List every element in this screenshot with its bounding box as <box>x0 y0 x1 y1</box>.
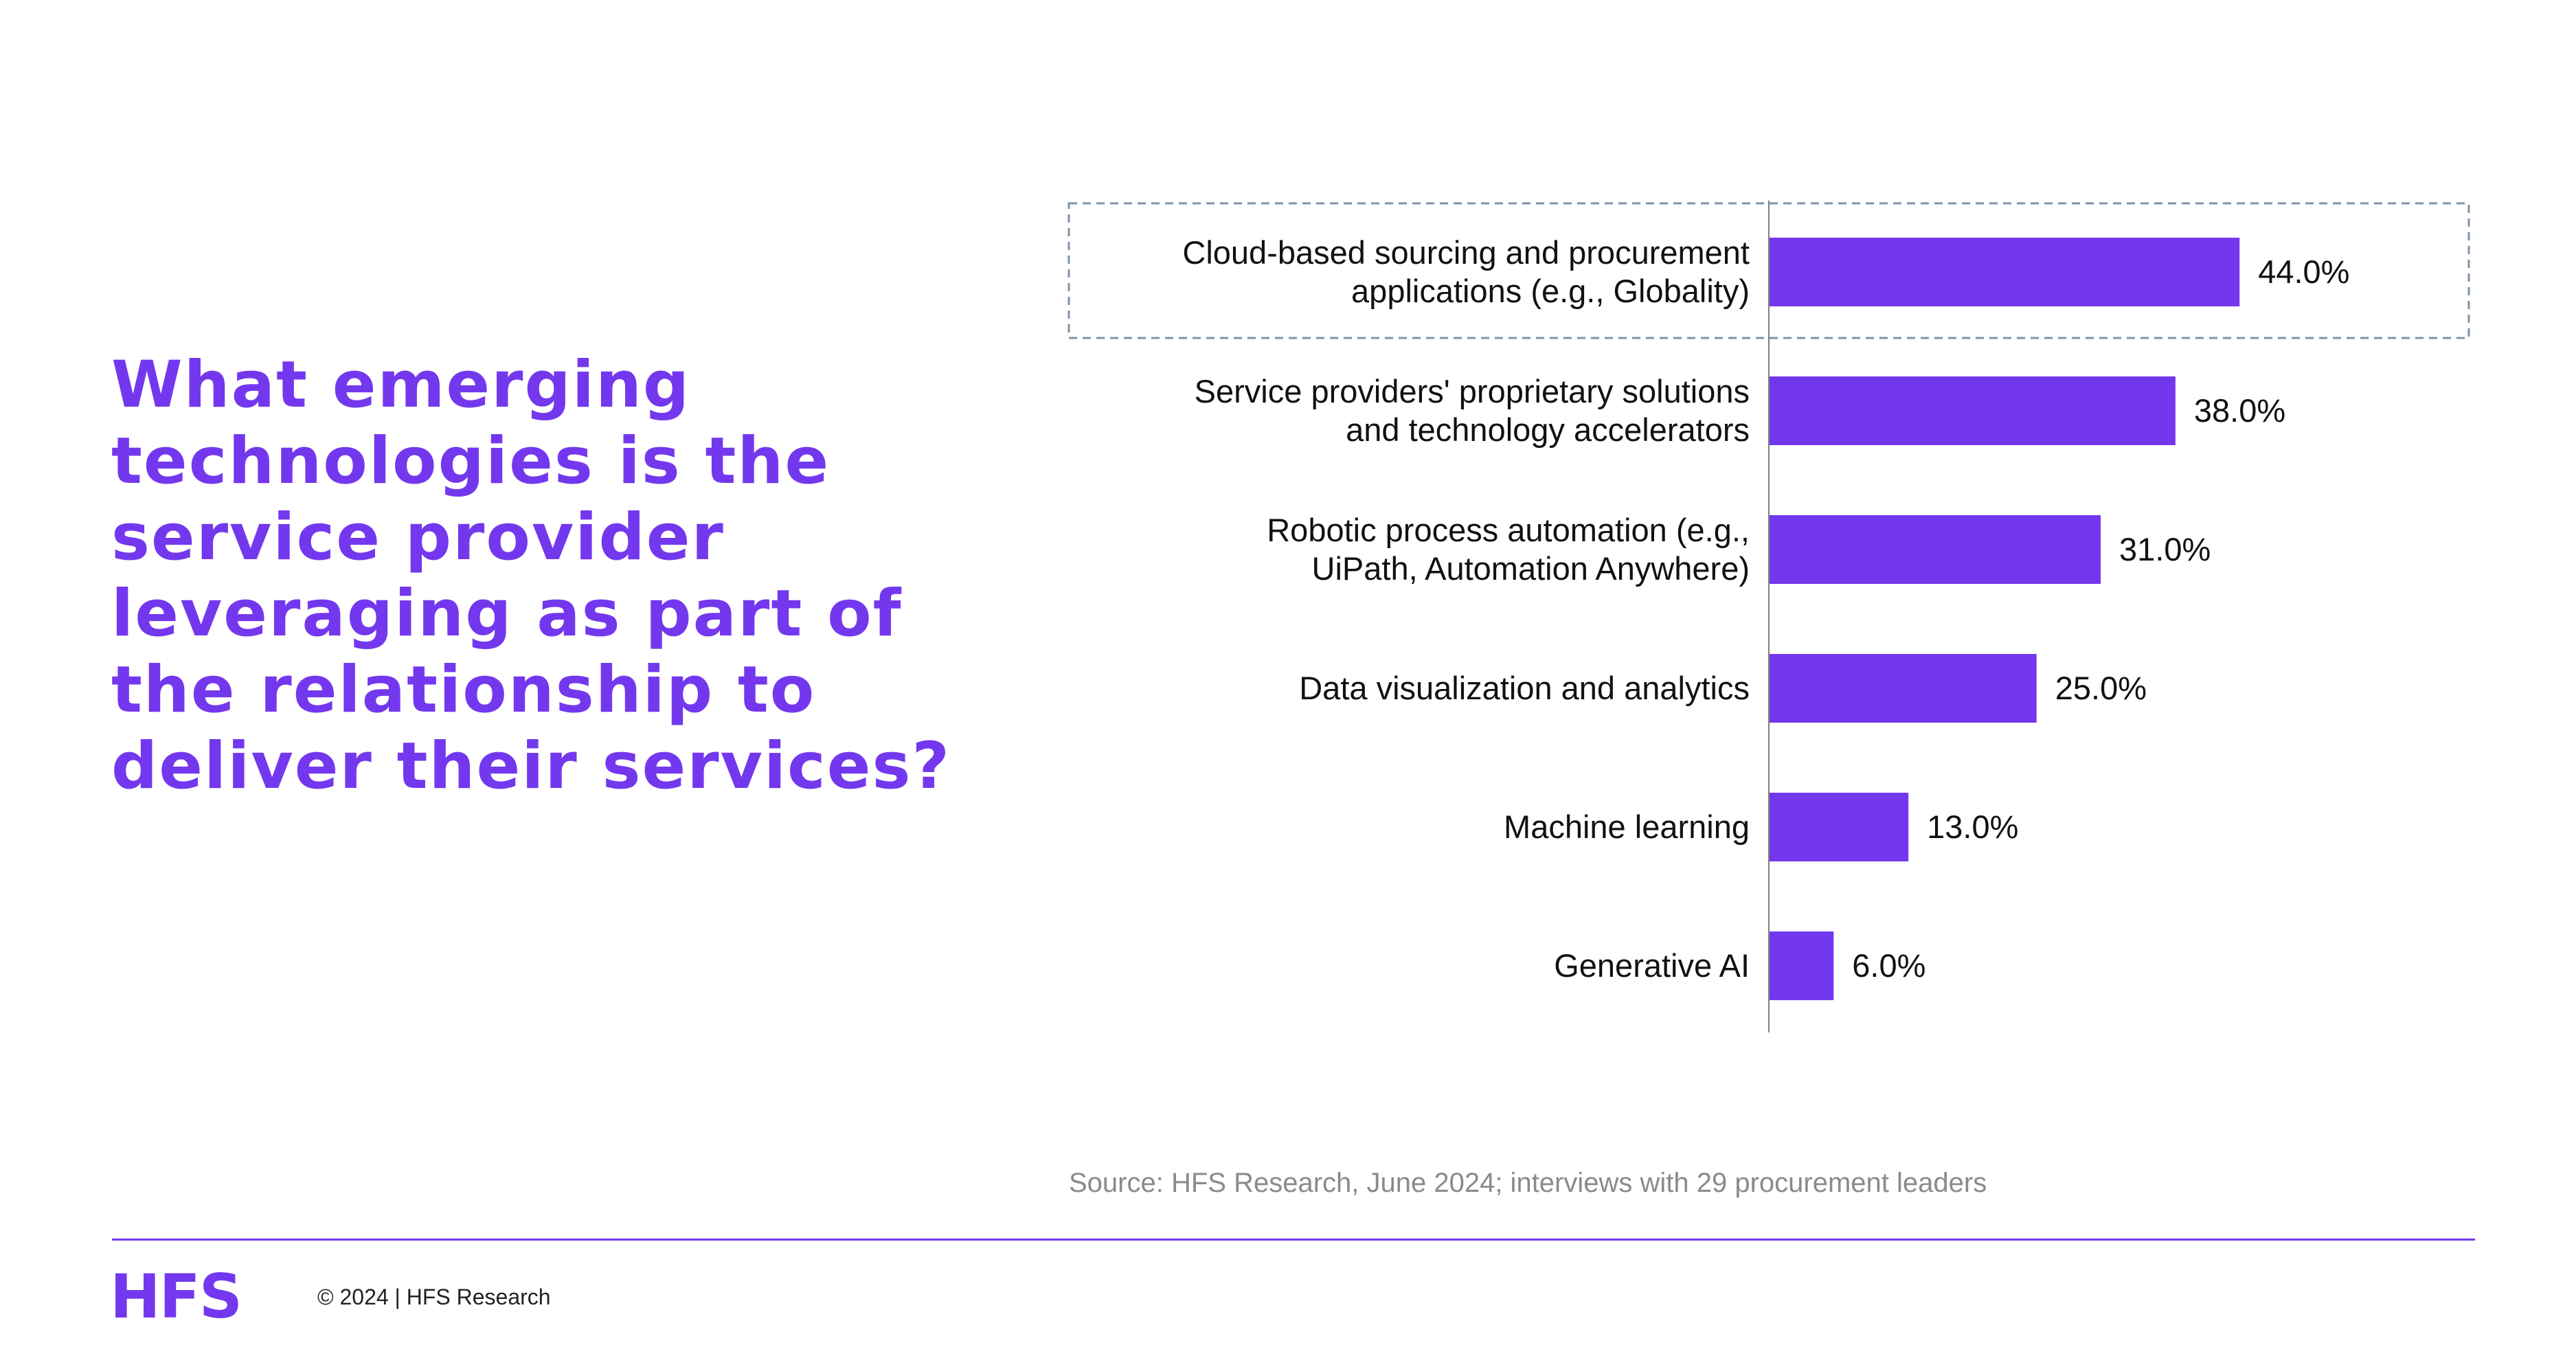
value-label-3: 25.0% <box>2055 670 2147 706</box>
bar-1 <box>1770 376 2176 445</box>
value-labels-layer: 44.0% 38.0% 31.0% 25.0% 13.0% 6.0% <box>1852 253 2349 984</box>
value-label-0: 44.0% <box>2258 253 2349 290</box>
value-label-4: 13.0% <box>1927 809 2018 845</box>
hfs-logo: HFS <box>110 1261 242 1332</box>
source-note: Source: HFS Research, June 2024; intervi… <box>1069 1168 1987 1198</box>
bar-3 <box>1770 654 2037 723</box>
bars-layer <box>1770 238 2240 1000</box>
bar-4 <box>1770 793 1909 861</box>
bar-5 <box>1770 931 1834 1000</box>
category-label-5: Generative AI <box>1554 947 1750 984</box>
footer-divider <box>112 1239 2475 1241</box>
value-label-5: 6.0% <box>1852 947 1925 984</box>
value-label-1: 38.0% <box>2194 392 2285 429</box>
value-label-2: 31.0% <box>2119 531 2211 567</box>
highlight-box <box>1067 202 2470 339</box>
category-label-1: Service providers' proprietary solutions… <box>1195 373 1750 448</box>
category-label-0: Cloud-based sourcing and procurement appl… <box>1182 234 1750 309</box>
category-labels-layer: Cloud-based sourcing and procurement appl… <box>1182 234 1750 984</box>
category-label-3: Data visualization and analytics <box>1299 670 1750 706</box>
bar-chart: Cloud-based sourcing and procurement appl… <box>1067 201 2470 1032</box>
category-label-4: Machine learning <box>1504 809 1750 845</box>
category-label-2: Robotic process automation (e.g., UiPath,… <box>1267 512 1750 587</box>
bar-0 <box>1770 238 2240 306</box>
bar-2 <box>1770 515 2101 584</box>
question-title: What emerging technologies is the servic… <box>111 348 951 804</box>
copyright-text: © 2024 | HFS Research <box>317 1285 551 1309</box>
highlight-box-layer <box>1067 202 2470 339</box>
